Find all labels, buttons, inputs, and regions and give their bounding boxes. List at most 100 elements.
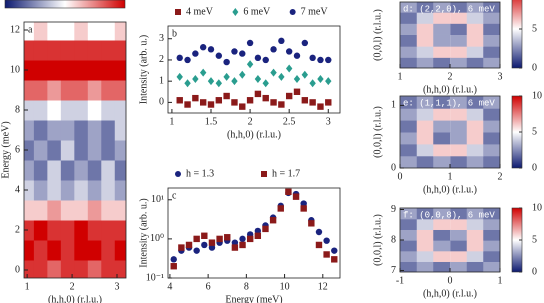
heatmap-cell [24, 180, 35, 201]
heatmap-cell [450, 2, 468, 13]
marker [192, 94, 199, 102]
heatmap-cell [60, 200, 75, 221]
marker [254, 75, 262, 84]
heatmap-cell [114, 200, 126, 221]
x-tick-label: 0 [398, 171, 403, 182]
heatmap-cell [33, 260, 48, 278]
colorbar-tick-label: 5 [532, 23, 537, 34]
marker [317, 103, 324, 110]
heatmap-cell [400, 261, 418, 272]
heatmap-cell [74, 100, 89, 121]
y-tick-label: 10¹ [151, 194, 164, 205]
marker [246, 39, 254, 47]
heatmap-cell [33, 80, 48, 101]
axes-frame [167, 187, 341, 279]
marker [192, 50, 199, 57]
heatmap-cell [24, 120, 35, 141]
heatmap-cell [60, 160, 75, 181]
heatmap-cell [416, 23, 434, 35]
heatmap-cell [416, 46, 434, 58]
marker [192, 75, 199, 84]
heatmap-cell [24, 220, 35, 241]
heatmap-cell [101, 160, 116, 181]
marker [239, 241, 246, 249]
marker [262, 225, 269, 233]
heatmap-cell [450, 96, 468, 109]
plot-area [400, 2, 500, 68]
colorbar-tick-label: 5 [532, 126, 537, 137]
y-tick-label: 9 [391, 204, 396, 215]
heatmap-cell [24, 40, 35, 61]
heatmap-cell [74, 160, 89, 181]
heatmap-cell [433, 120, 451, 133]
heatmap-cell [466, 261, 484, 272]
marker [231, 77, 238, 86]
heatmap-cell [450, 155, 468, 168]
y-tick-label: 3 [159, 33, 164, 44]
x-tick-label: 2 [448, 71, 453, 82]
heatmap-cell [60, 140, 75, 161]
y-tick-label: 0 [391, 162, 396, 173]
heatmap-cell [466, 155, 484, 168]
heatmap-cell [400, 23, 418, 35]
heatmap-cell [33, 180, 48, 201]
x-tick-label: 8 [244, 281, 249, 292]
heatmap-cell [60, 260, 75, 278]
heatmap-cell [60, 180, 75, 201]
heatmap-cell [483, 240, 500, 252]
heatmap-cell [114, 160, 126, 181]
heatmap-cell [416, 120, 434, 133]
heatmap-cell [47, 40, 62, 61]
heatmap-cell [33, 160, 48, 181]
heatmap-cell [450, 132, 468, 145]
colorbar-tick-label: 0 [532, 162, 537, 173]
x-tick-label: 1.5 [205, 116, 218, 127]
marker [215, 52, 223, 59]
x-axis-label: (h,h,0) (r.l.u.) [423, 288, 477, 299]
marker [215, 97, 223, 104]
y-tick-label: 4 [15, 184, 20, 195]
plot-area [170, 188, 338, 270]
marker [325, 99, 332, 106]
heatmap-cell [60, 100, 75, 121]
marker [185, 241, 193, 249]
heatmap-cell [433, 261, 451, 272]
marker [216, 235, 223, 243]
heatmap-cell [433, 46, 451, 58]
heatmap-cell [47, 180, 62, 201]
heatmap-cell [433, 208, 451, 220]
heatmap-cell [450, 229, 468, 241]
heatmap-cell [60, 22, 75, 41]
marker [239, 70, 246, 79]
marker [208, 244, 216, 251]
heatmap-cell [74, 40, 89, 61]
heatmap-cell [466, 250, 484, 262]
marker [199, 44, 207, 51]
heatmap-cell [400, 229, 418, 241]
heatmap-cell [60, 40, 75, 61]
heatmap-cell [466, 2, 484, 13]
heatmap-cell [433, 229, 451, 241]
heatmap-cell [87, 60, 102, 81]
heatmap-cell [450, 218, 468, 230]
heatmap-cell [450, 23, 468, 35]
marker [231, 99, 238, 106]
heatmap-cell [450, 46, 468, 58]
heatmap-cell [87, 200, 102, 221]
heatmap-cell [416, 229, 434, 241]
heatmap-cell [74, 120, 89, 141]
heatmap-cell [466, 108, 484, 121]
colorbar-tick-label: 0 [532, 62, 537, 73]
heatmap-cell [114, 40, 126, 61]
heatmap-cell [114, 220, 126, 241]
marker [178, 244, 185, 251]
marker [254, 232, 262, 239]
marker [270, 99, 277, 106]
heatmap-cell [114, 22, 126, 41]
heatmap-cell [87, 40, 102, 61]
heatmap-cell [416, 57, 434, 68]
marker [293, 75, 301, 84]
heatmap-cell [87, 240, 102, 261]
heatmap-cell [416, 2, 434, 13]
